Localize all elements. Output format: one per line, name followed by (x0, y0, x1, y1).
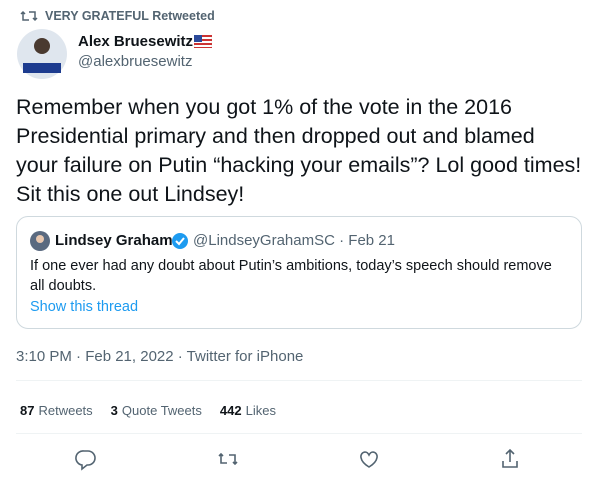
tweet-text: Remember when you got 1% of the vote in … (16, 95, 582, 206)
tweet-meta: 3:10 PM · Feb 21, 2022 · Twitter for iPh… (16, 348, 304, 365)
stat-count: 87 (20, 403, 35, 418)
action-bar (75, 448, 518, 471)
stat[interactable]: 442 Likes (220, 403, 276, 418)
retweet-icon (20, 10, 38, 22)
show-thread[interactable]: Show this thread (30, 299, 139, 315)
quote-date: Feb 21 (348, 232, 395, 249)
stat-count: 3 (110, 403, 118, 418)
quote-card[interactable]: Lindsey Graham @LindseyGrahamSC · Feb 21… (16, 216, 582, 329)
divider (16, 380, 582, 381)
author-handle[interactable]: @alexbruesewitz (78, 53, 193, 70)
divider (16, 433, 582, 434)
like-button[interactable] (360, 451, 378, 468)
quote-name: Lindsey Graham (55, 232, 173, 249)
quote-separator: · (339, 232, 345, 249)
verified-badge (172, 233, 188, 249)
flag-icon (194, 35, 212, 48)
stat[interactable]: 3 Quote Tweets (111, 403, 202, 418)
quote-avatar (30, 231, 50, 251)
stat-count: 442 (219, 403, 242, 418)
stat-label: Retweets (38, 403, 93, 418)
avatar[interactable] (17, 29, 67, 79)
retweet-button[interactable] (218, 452, 238, 466)
author-name[interactable]: Alex Bruesewitz (78, 33, 194, 50)
stat[interactable]: 87 Retweets (20, 403, 93, 418)
share-button[interactable] (502, 448, 518, 468)
quote-meta: @LindseyGrahamSC · Feb 21 (193, 232, 395, 249)
quote-handle: @LindseyGrahamSC (193, 232, 335, 249)
reply-button[interactable] (75, 450, 96, 471)
stats-row: 87 Retweets 3 Quote Tweets 442 Likes (20, 403, 294, 418)
quote-text: If one ever had any doubt about Putin’s … (30, 258, 552, 294)
stat-label: Likes (245, 403, 276, 418)
stat-label: Quote Tweets (121, 403, 202, 418)
retweet-label: VERY GRATEFUL Retweeted (45, 9, 215, 23)
